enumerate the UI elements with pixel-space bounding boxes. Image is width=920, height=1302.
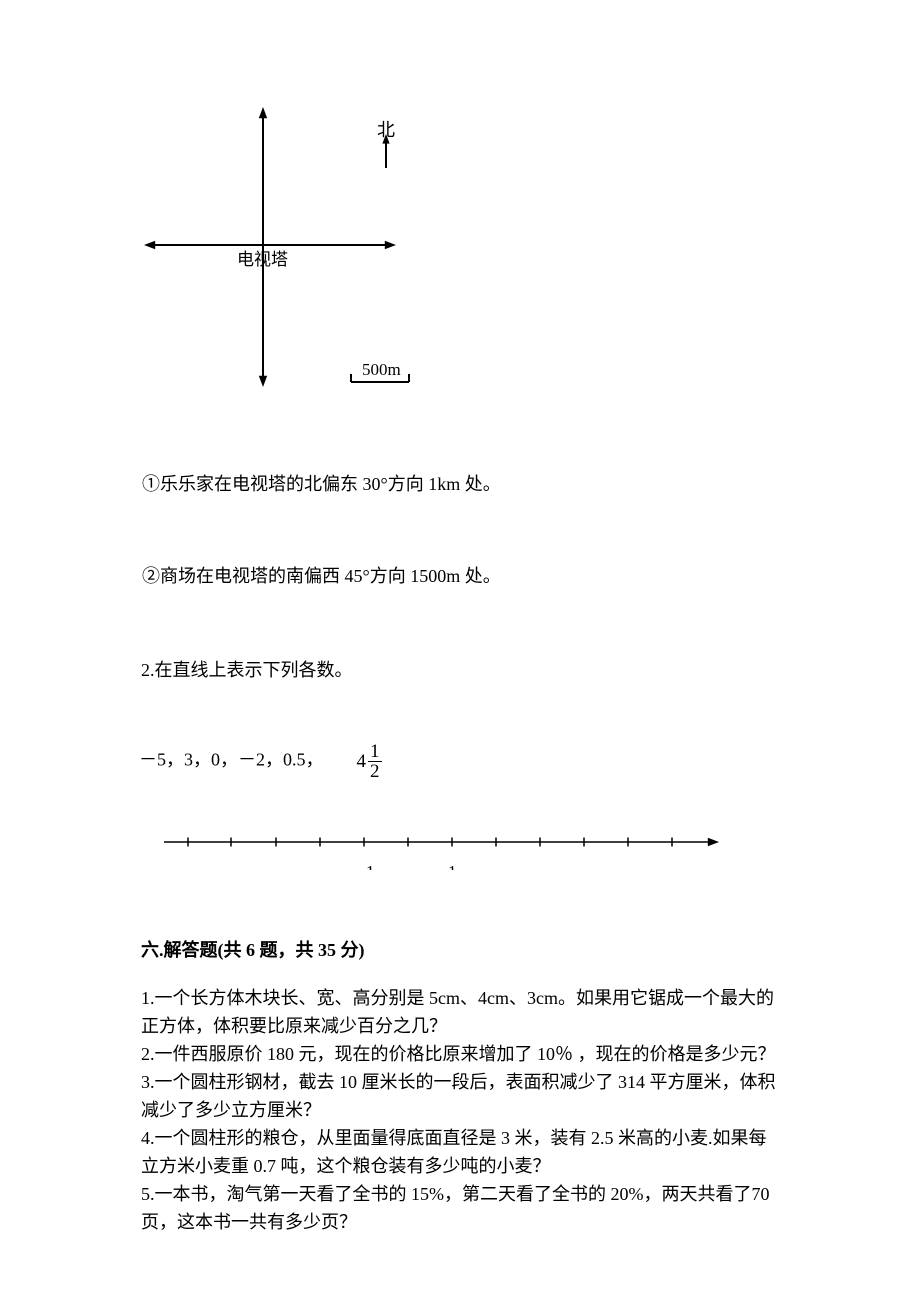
svg-text:1: 1 — [448, 862, 457, 870]
fraction-numerator: 1 — [368, 742, 382, 762]
fraction-denominator: 2 — [368, 762, 382, 781]
problem-item: 5.一本书，淘气第一天看了全书的 15%，第二天看了全书的 20%，两天共看了7… — [141, 1180, 781, 1236]
fraction-whole: 4 — [357, 751, 367, 773]
problem-item: 3.一个圆柱形钢材，截去 10 厘米长的一段后，表面积减少了 314 平方厘米，… — [141, 1068, 781, 1124]
tower-compass-diagram: 电视塔北500m — [141, 100, 431, 400]
q2-title: 2.在直线上表示下列各数。 — [141, 656, 353, 682]
q2-numbers-prefix: －5，3，0，－2，0.5， — [139, 750, 324, 770]
mixed-fraction: 412 — [357, 742, 382, 781]
section-6-title: 六.解答题(共 6 题，共 35 分) — [141, 936, 365, 962]
q1-line1: ①乐乐家在电视塔的北偏东 30°方向 1km 处。 — [142, 470, 501, 496]
problem-item: 4.一个圆柱形的粮仓，从里面量得底面直径是 3 米，装有 2.5 米高的小麦.如… — [141, 1124, 781, 1180]
svg-text:－1: －1 — [349, 862, 375, 870]
svg-text:500m: 500m — [362, 360, 401, 379]
q2-number-list: －5，3，0，－2，0.5， 412 — [139, 742, 382, 781]
problem-item: 1.一个长方体木块长、宽、高分别是 5cm、4cm、3cm。如果用它锯成一个最大… — [141, 984, 781, 1040]
number-line-diagram: －1 1 — [142, 820, 728, 870]
problem-item: 2.一件西服原价 180 元，现在的价格比原来增加了 10％ ，现在的价格是多少… — [141, 1040, 781, 1068]
problems-block: 1.一个长方体木块长、宽、高分别是 5cm、4cm、3cm。如果用它锯成一个最大… — [141, 984, 781, 1236]
svg-text:电视塔: 电视塔 — [237, 250, 288, 269]
q1-line2: ②商场在电视塔的南偏西 45°方向 1500m 处。 — [142, 562, 501, 588]
